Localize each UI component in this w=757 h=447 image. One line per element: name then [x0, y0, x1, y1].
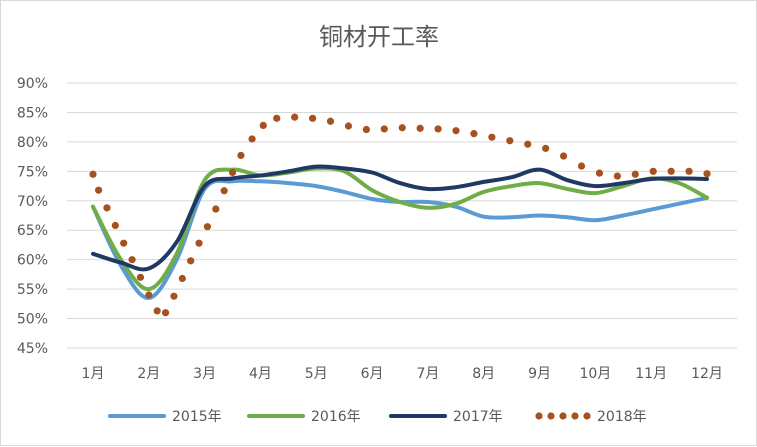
- series-2018-point: [212, 205, 220, 213]
- y-tick-label: 45%: [17, 341, 48, 357]
- series-2018-point: [170, 292, 178, 300]
- series-2018-point: [595, 169, 604, 177]
- series-2018-point: [153, 307, 161, 315]
- series-2018-point: [103, 204, 111, 212]
- series-2018-point: [94, 186, 103, 194]
- legend: 2015年 2016年 2017年 2018年: [108, 409, 647, 425]
- x-tick-label: 10月: [579, 366, 611, 382]
- series-2018-point: [326, 117, 335, 125]
- series-2018-point: [111, 221, 119, 230]
- legend-label-2015: 2015年: [172, 409, 222, 425]
- series-2018-point: [434, 125, 442, 133]
- x-tick-label: 12月: [691, 366, 723, 382]
- series-2018-point: [136, 273, 145, 281]
- legend-marker-2018: [535, 412, 543, 420]
- legend-label-2018: 2018年: [597, 409, 647, 425]
- series-2018-point: [248, 135, 256, 143]
- series-2018-point: [308, 114, 317, 122]
- series-2018-point: [506, 137, 514, 145]
- x-tick-label: 1月: [82, 366, 105, 382]
- y-tick-label: 70%: [17, 194, 48, 210]
- y-tick-label: 80%: [17, 135, 48, 151]
- series-2018-point: [685, 167, 693, 175]
- series-2018-point: [259, 121, 267, 129]
- y-tick-label: 55%: [17, 282, 48, 298]
- y-tick-label: 65%: [17, 223, 48, 239]
- y-tick-label: 60%: [17, 253, 48, 269]
- series-2018-point: [488, 133, 496, 141]
- y-tick-label: 85%: [17, 105, 48, 121]
- series-2018-point: [380, 125, 388, 133]
- y-axis-tick-labels: 45% 50% 55% 60% 65% 70% 75% 80% 85% 90%: [17, 76, 48, 357]
- legend-marker-2018: [547, 412, 555, 420]
- x-tick-label: 6月: [361, 366, 384, 382]
- series-2018-point: [362, 125, 370, 134]
- series-2018-point: [416, 124, 424, 132]
- series-2018-point: [649, 167, 657, 175]
- series-2018-point: [220, 187, 228, 195]
- series-2018-point: [195, 239, 203, 247]
- series-2018-point: [344, 122, 353, 130]
- legend-marker-2018: [583, 412, 591, 420]
- x-tick-label: 9月: [528, 366, 551, 382]
- y-tick-label: 75%: [17, 164, 48, 180]
- series-2018-point: [237, 151, 245, 160]
- x-tick-label: 5月: [305, 366, 328, 382]
- series-2018-point: [120, 239, 128, 247]
- legend-label-2017: 2017年: [453, 409, 503, 425]
- series-2018-point: [667, 167, 675, 175]
- series-2018-point: [89, 170, 97, 178]
- series-2018-point: [291, 113, 299, 121]
- x-tick-label: 2月: [137, 366, 160, 382]
- series-2018-point: [613, 172, 621, 180]
- series-2018-point: [577, 162, 586, 170]
- series-2018-point: [128, 256, 136, 264]
- series-2018-point: [524, 140, 532, 148]
- y-tick-label: 50%: [17, 312, 48, 328]
- series-lines: [89, 113, 711, 317]
- series-2018-point: [452, 127, 460, 135]
- series-2018-point: [228, 168, 237, 177]
- series-2018-point: [161, 309, 170, 317]
- x-axis-tick-labels: 1月 2月 3月 4月 5月 6月 7月 8月 9月 10月 11月 12月: [82, 366, 723, 382]
- series-2018-point: [542, 144, 550, 152]
- series-2018-point: [178, 274, 186, 283]
- series-2018-point: [703, 170, 711, 178]
- x-tick-label: 8月: [472, 366, 495, 382]
- x-tick-label: 3月: [193, 366, 216, 382]
- y-tick-label: 90%: [17, 76, 48, 92]
- x-tick-label: 11月: [635, 366, 667, 382]
- x-tick-label: 4月: [249, 366, 272, 382]
- series-2018-point: [559, 152, 568, 160]
- series-2018-point: [273, 114, 281, 122]
- series-2018-point: [187, 257, 195, 265]
- chart-title: 铜材开工率: [319, 23, 439, 51]
- series-2018-point: [398, 124, 406, 132]
- x-tick-label: 7月: [416, 366, 439, 382]
- series-2018-point: [631, 170, 639, 178]
- legend-marker-2018: [571, 412, 579, 420]
- series-2018-point: [145, 291, 153, 299]
- series-2018-point: [470, 130, 478, 138]
- series-2017-line: [91, 164, 709, 272]
- legend-marker-2018: [559, 412, 567, 420]
- series-2018-point: [203, 223, 212, 231]
- legend-label-2016: 2016年: [311, 409, 361, 425]
